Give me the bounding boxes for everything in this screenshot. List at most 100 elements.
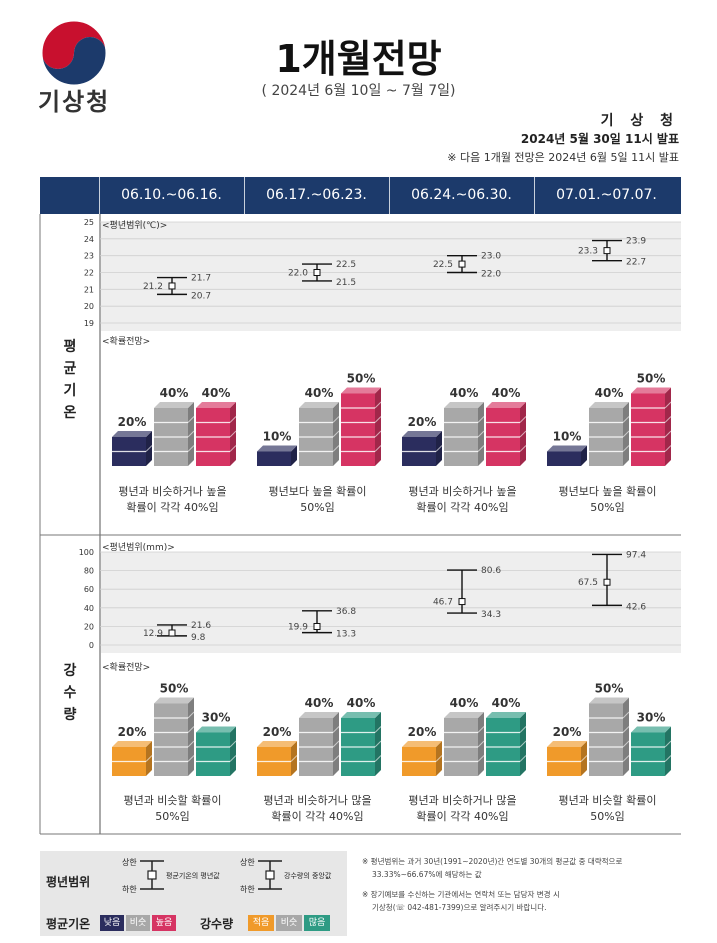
precip-block-normal-side xyxy=(188,697,194,776)
precip-block-normal-layer-line xyxy=(477,755,485,762)
temp-upper-label: 23.9 xyxy=(626,237,646,247)
legend-temp-normal: 비슷 xyxy=(126,915,150,931)
precip-block-above-layer-line xyxy=(664,755,672,762)
temp-caption-line: 평년과 비슷하거나 높을 xyxy=(118,485,227,498)
temp-block-above-layer-line xyxy=(374,445,382,452)
precip-block-above-layer-line xyxy=(229,755,237,762)
agency-logo-text: 기상청 xyxy=(38,88,111,116)
precipitation-section-label: 강수량 xyxy=(40,660,100,726)
temp-block-below-top xyxy=(402,431,442,437)
precip-caption-line: 평년과 비슷하거나 많을 xyxy=(263,794,372,807)
temp-mid-marker xyxy=(168,282,176,290)
precip-block-above-layer-line xyxy=(374,726,382,733)
precip-block-above-layer-line xyxy=(374,740,382,748)
precip-block-normal-layer-line xyxy=(332,740,340,748)
precip-caption-line: 평년과 비슷할 확률이 xyxy=(123,794,222,807)
precip-caption-line: 평년과 비슷할 확률이 xyxy=(558,794,657,807)
temp-mid-label: 21.2 xyxy=(143,282,163,292)
temp-lower-label: 20.7 xyxy=(191,291,211,301)
footnote-contact-line2: 기상청(☏ 042-481-7399)으로 알려주시기 바랍니다. xyxy=(372,903,547,912)
temp-block-normal-layer-line xyxy=(622,416,630,423)
precip-pct-above: 30% xyxy=(202,711,231,725)
temp-block-below-top xyxy=(112,431,152,437)
precip-block-above-top xyxy=(196,726,236,733)
temp-block-above-layer-line xyxy=(229,430,237,438)
temp-block-normal-layer-line xyxy=(187,430,195,438)
precip-caption-line: 확률이 각각 40%임 xyxy=(416,810,509,823)
footnote-contact-line1: ※ 장기예보를 수신하는 기관에서는 연락처 또는 담당자 변경 시 xyxy=(362,890,560,899)
temp-pct-normal: 40% xyxy=(305,386,334,400)
precip-block-above-layer-line xyxy=(519,740,527,748)
temp-block-normal-top xyxy=(299,402,339,408)
temp-lower-label: 21.5 xyxy=(336,278,356,288)
temp-pct-normal: 40% xyxy=(160,386,189,400)
page-title: 1개월전망 xyxy=(275,37,442,81)
precip-caption-line: 확률이 각각 40%임 xyxy=(271,810,364,823)
temp-mid-label: 23.3 xyxy=(578,247,598,257)
issue-date: 2024년 5월 30일 11시 발표 xyxy=(520,132,679,146)
precip-lower-label: 13.3 xyxy=(336,630,356,640)
temp-block-below-side xyxy=(581,445,587,466)
temp-range-bg xyxy=(101,222,681,331)
temp-block-normal-layer-line xyxy=(477,416,485,423)
temp-block-below-top xyxy=(547,445,587,452)
temp-tick-label: 19 xyxy=(84,319,94,328)
legend-upper-1: 상한 xyxy=(122,858,137,867)
precip-block-normal-front xyxy=(589,703,623,776)
temp-caption-line: 평년보다 높을 확률이 xyxy=(558,485,657,498)
temp-upper-label: 21.7 xyxy=(191,274,211,284)
precip-block-normal-layer-line xyxy=(187,740,195,748)
temp-block-normal-layer-line xyxy=(332,416,340,423)
legend-lower-2: 하한 xyxy=(240,885,255,894)
temp-block-above-layer-line xyxy=(374,416,382,423)
temp-tick-label: 21 xyxy=(84,285,94,294)
temp-block-above-layer-line xyxy=(374,430,382,438)
week-label-4: 07.01.~07.07. xyxy=(556,187,657,203)
temp-pct-below: 10% xyxy=(263,430,292,444)
temp-pct-normal: 40% xyxy=(450,386,479,400)
precip-caption-line: 50%임 xyxy=(590,810,625,823)
temp-prob-title: <확률전망> xyxy=(102,337,151,347)
precip-caption-line: 50%임 xyxy=(155,810,190,823)
precip-block-normal-layer-line xyxy=(622,726,630,733)
precip-mid-label: 46.7 xyxy=(433,598,453,608)
precip-caption-3: 평년과 비슷하거나 많을 확률이 각각 40%임 xyxy=(390,793,535,825)
precip-pct-above: 30% xyxy=(637,711,666,725)
legend-range-label: 평년범위 xyxy=(46,875,91,889)
temp-block-below-side xyxy=(291,445,297,466)
precip-block-normal-front xyxy=(154,703,188,776)
temp-block-above-top xyxy=(341,387,381,394)
precip-lower-label: 9.8 xyxy=(191,633,206,643)
precip-prob-title: <확률전망> xyxy=(102,663,151,673)
temperature-label-text: 평균기온 xyxy=(63,339,77,421)
legend-temp-mid: 평균기온의 평년값 xyxy=(166,872,220,880)
precip-upper-label: 97.4 xyxy=(626,550,646,560)
temp-block-above-top xyxy=(196,402,236,408)
precip-pct-normal: 50% xyxy=(595,682,624,696)
precip-tick-label: 20 xyxy=(84,622,94,631)
legend-precip-low: 적음 xyxy=(248,915,274,931)
precip-block-below-layer-line xyxy=(580,755,588,762)
precip-pct-below: 20% xyxy=(408,725,437,739)
legend-lower-1: 하한 xyxy=(122,885,137,894)
precip-block-above-layer-line xyxy=(664,740,672,748)
temp-tick-label: 25 xyxy=(84,218,94,227)
temp-block-above-layer-line xyxy=(374,401,382,409)
temp-block-below-layer-line xyxy=(145,445,153,452)
precip-block-above-layer-line xyxy=(229,740,237,748)
precip-mid-marker xyxy=(458,598,466,606)
temp-caption-line: 확률이 각각 40%임 xyxy=(416,501,509,514)
temp-pct-below: 20% xyxy=(118,415,147,429)
precip-tick-label: 0 xyxy=(89,641,94,650)
temp-block-above-layer-line xyxy=(519,445,527,452)
precip-range-title: <평년범위(mm)> xyxy=(102,543,175,553)
precip-tick-label: 60 xyxy=(84,585,94,594)
precip-block-normal-layer-line xyxy=(477,740,485,748)
footnote-contact: ※ 장기예보를 수신하는 기관에서는 연락처 또는 담당자 변경 시 기상청(☏… xyxy=(362,888,692,914)
precip-block-below-top xyxy=(402,741,442,747)
temp-block-above-layer-line xyxy=(229,416,237,423)
precip-block-normal-top xyxy=(589,697,629,704)
precip-block-below-layer-line xyxy=(290,755,298,762)
